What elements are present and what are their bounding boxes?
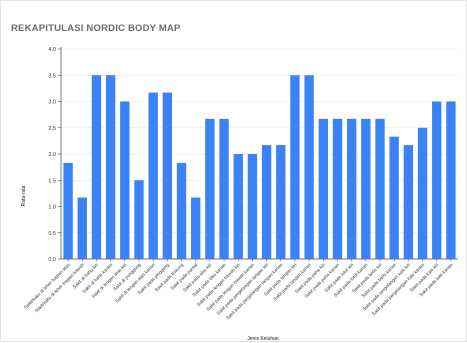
- bar: [290, 75, 300, 259]
- bar: [276, 145, 286, 259]
- bar: [375, 118, 385, 259]
- chart-title: REKAPITULASI NORDIC BODY MAP: [11, 23, 181, 34]
- bars: [63, 75, 456, 259]
- y-tick-label: 2.0: [48, 152, 56, 158]
- bar: [191, 197, 201, 259]
- bar: [148, 92, 158, 259]
- y-axis-label: Rata-rata: [21, 185, 27, 206]
- bar: [247, 154, 258, 259]
- y-tick-label: 1.0: [48, 205, 56, 211]
- bar: [304, 75, 314, 259]
- x-tick-label: Sakit pada pergelangan kaki kanan: [371, 262, 426, 317]
- bar: [417, 127, 428, 259]
- bar: [318, 118, 328, 259]
- bar: [346, 118, 357, 259]
- bar: [389, 136, 399, 259]
- y-tick-label: 0.0: [48, 257, 56, 263]
- y-tick-label: 3.0: [48, 100, 56, 106]
- bar: [77, 197, 87, 259]
- y-tick-label: 4.0: [48, 47, 56, 53]
- bar: [361, 118, 371, 259]
- bar: [233, 154, 243, 259]
- bar: [120, 101, 130, 259]
- bar: [403, 145, 414, 259]
- bar: [219, 118, 229, 259]
- bar: [205, 118, 215, 259]
- bar: [332, 118, 343, 259]
- y-tick-label: 3.5: [48, 73, 56, 79]
- y-tick-label: 1.5: [48, 178, 56, 184]
- y-tick-label: 0.5: [48, 231, 56, 237]
- bar: [176, 162, 187, 259]
- x-tick-labels: Sakit/kaku di leher bagian atasSakit/kak…: [23, 262, 454, 321]
- bar: [63, 162, 73, 259]
- bar: [446, 101, 456, 259]
- x-axis-label: Jenis Keluhan: [247, 336, 279, 342]
- bar: [134, 180, 144, 259]
- bar: [162, 92, 173, 259]
- y-tick-labels: 0.0 0.5 1.0 1.5 2.0 2.5 3.0 3.5 4.0: [48, 47, 56, 263]
- y-tick-label: 2.5: [48, 126, 56, 132]
- bar: [91, 75, 102, 259]
- bar: [261, 145, 272, 259]
- bar: [105, 75, 116, 259]
- bar: [432, 101, 442, 259]
